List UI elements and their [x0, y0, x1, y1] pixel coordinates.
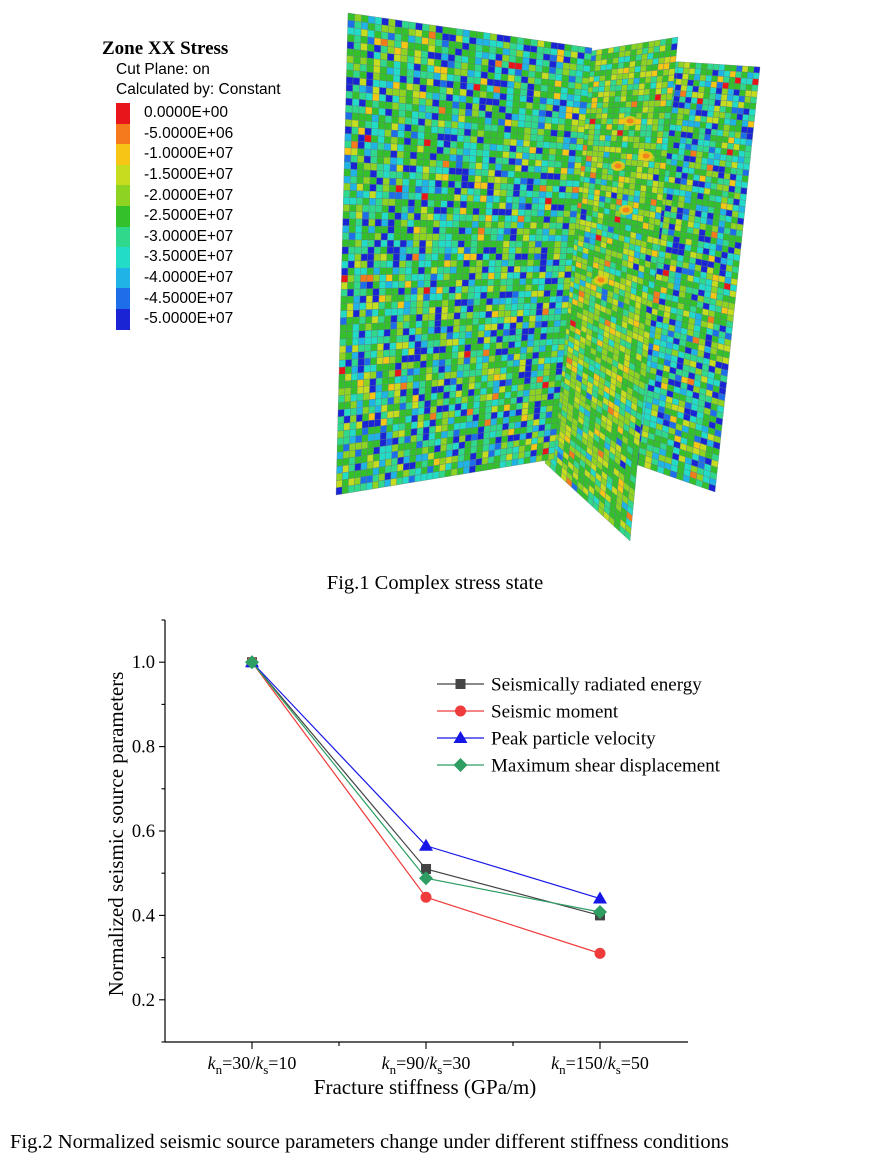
series-diamond — [245, 655, 607, 920]
legend-title: Zone XX Stress — [102, 38, 229, 59]
color-scale: 0.0000E+00 -5.0000E+06 -1.0000E+07 -1.5000E… — [116, 103, 281, 330]
scale-row: -3.0000E+07 — [116, 226, 281, 248]
scale-row: -5.0000E+07 — [116, 308, 281, 330]
scale-swatch — [116, 288, 130, 309]
scale-swatch — [116, 185, 130, 206]
scale-swatch — [116, 205, 130, 227]
data-point-marker — [421, 863, 431, 874]
legend-calculated-by: Calculated by: Constant — [116, 81, 281, 98]
figure1-caption: Fig.1 Complex stress state — [326, 572, 544, 594]
y-tick-label: 1.0 — [132, 653, 155, 673]
scale-label: -4.5000E+07 — [144, 289, 234, 307]
legend-entry: Peak particle velocity — [437, 729, 656, 750]
data-point-marker — [455, 705, 466, 717]
scale-label: -2.5000E+07 — [144, 207, 234, 225]
scale-label: -2.0000E+07 — [144, 186, 234, 204]
data-point-marker — [245, 655, 259, 670]
seismic-parameters-chart: 0.2 0.4 0.6 0.8 1.0 kn=30/ks=10 kn=90/ks=30 kn=… — [104, 619, 721, 1099]
legend-entry: Maximum shear displacement — [437, 756, 721, 777]
scale-swatch — [116, 308, 130, 330]
stress-cut-plane-rendering — [335, 12, 761, 542]
x-tick-label: kn=30/ks=10 — [208, 1053, 297, 1077]
scale-label: -4.0000E+07 — [144, 269, 234, 287]
y-tick-label: 0.2 — [132, 991, 155, 1011]
scale-label: -1.0000E+07 — [144, 145, 234, 163]
stress-legend: Zone XX Stress Cut Plane: on Calculated … — [102, 38, 281, 330]
data-point-marker — [453, 731, 468, 743]
legend-entry: Seismically radiated energy — [437, 675, 702, 696]
scale-swatch — [116, 144, 130, 165]
scale-label: -3.0000E+07 — [144, 227, 234, 245]
scale-swatch — [116, 247, 130, 268]
y-tick-label: 0.6 — [132, 822, 155, 842]
scale-swatch — [116, 103, 130, 124]
series-line — [251, 661, 601, 900]
scale-row: -3.5000E+07 — [116, 247, 281, 268]
y-tick-label: 0.8 — [132, 738, 155, 758]
data-point-marker — [419, 838, 433, 851]
scale-row: -1.0000E+07 — [116, 144, 281, 165]
x-tick-label: kn=90/ks=30 — [382, 1053, 471, 1077]
scale-swatch — [116, 226, 130, 248]
scale-label: -5.0000E+06 — [144, 124, 234, 142]
scale-swatch — [116, 164, 130, 186]
main-plane-front-section — [335, 12, 593, 496]
legend-label: Seismically radiated energy — [491, 675, 702, 696]
scale-row: -2.5000E+07 — [116, 205, 281, 227]
data-point-marker — [420, 891, 432, 903]
legend-label: Maximum shear displacement — [491, 756, 721, 777]
data-point-marker — [593, 905, 607, 920]
x-tick-label: kn=150/ks=50 — [551, 1053, 649, 1077]
scale-row: -1.5000E+07 — [116, 164, 281, 186]
scale-row: 0.0000E+00 — [116, 103, 281, 124]
data-point-marker — [455, 679, 466, 689]
legend-entry: Seismic moment — [437, 702, 619, 723]
scale-swatch — [116, 123, 130, 145]
x-axis-title: Fracture stiffness (GPa/m) — [314, 1075, 536, 1099]
figure2-caption: Fig.2 Normalized seismic source paramete… — [10, 1131, 729, 1153]
y-axis-title: Normalized seismic source parameters — [104, 672, 128, 997]
data-point-marker — [593, 891, 607, 904]
data-point-marker — [594, 947, 606, 959]
scale-row: -4.0000E+07 — [116, 267, 281, 289]
scale-label: -5.0000E+07 — [144, 310, 234, 328]
legend-label: Peak particle velocity — [491, 729, 656, 750]
legend-label: Seismic moment — [491, 702, 619, 723]
scale-swatch — [116, 267, 130, 289]
scale-label: -1.5000E+07 — [144, 166, 234, 184]
scale-row: -5.0000E+06 — [116, 123, 281, 145]
scale-label: 0.0000E+00 — [144, 104, 229, 122]
y-tick-label: 0.4 — [132, 906, 155, 926]
legend-cut-plane: Cut Plane: on — [116, 61, 210, 78]
data-point-marker — [453, 758, 468, 772]
scale-label: -3.5000E+07 — [144, 248, 234, 266]
scale-row: -2.0000E+07 — [116, 185, 281, 206]
scale-row: -4.5000E+07 — [116, 288, 281, 309]
data-point-marker — [419, 871, 433, 886]
